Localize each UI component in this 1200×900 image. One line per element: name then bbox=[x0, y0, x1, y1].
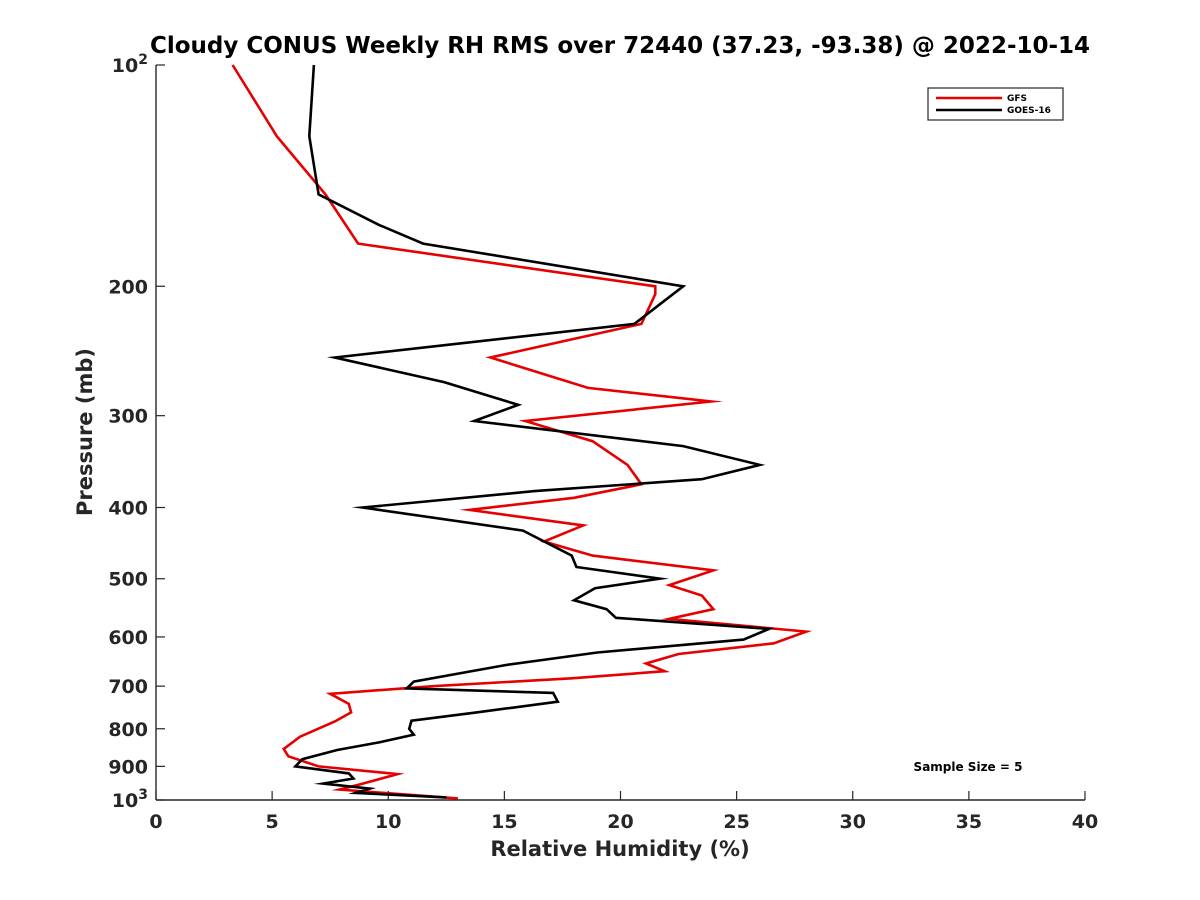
y-ticks: 102 200 300 400 500 600 700 800 900 103 bbox=[108, 52, 165, 812]
legend: GFS GOES-16 bbox=[927, 87, 1064, 121]
legend-box bbox=[927, 87, 1064, 121]
x-ticks: 0 5 10 15 20 25 30 35 40 bbox=[149, 791, 1098, 833]
y-tick-label: 300 bbox=[108, 406, 148, 428]
y-tick-label: 103 bbox=[112, 787, 148, 812]
legend-label: GOES-16 bbox=[1007, 106, 1051, 116]
plot-area: 0 5 10 15 20 25 30 35 40 102 200 300 400 500 600 700 80… bbox=[108, 52, 1098, 833]
legend-label: GFS bbox=[1007, 94, 1027, 104]
y-tick-label: 200 bbox=[108, 276, 148, 298]
series-line-gfs bbox=[231, 64, 813, 800]
x-tick-label: 10 bbox=[375, 811, 401, 833]
x-tick-label: 25 bbox=[723, 811, 749, 833]
x-tick-label: 40 bbox=[1072, 811, 1098, 833]
y-tick-label: 500 bbox=[108, 569, 148, 591]
y-tick-label: 700 bbox=[108, 676, 148, 698]
x-tick-label: 35 bbox=[956, 811, 982, 833]
series-layer bbox=[231, 64, 813, 800]
y-axis-label: Pressure (mb) bbox=[73, 348, 97, 516]
y-tick-label: 400 bbox=[108, 498, 148, 520]
x-axis-label: Relative Humidity (%) bbox=[490, 837, 749, 861]
series-line-goes-16 bbox=[292, 64, 775, 799]
y-tick-label: 600 bbox=[108, 627, 148, 649]
y-tick-label: 102 bbox=[112, 52, 148, 77]
x-tick-label: 5 bbox=[266, 811, 279, 833]
x-tick-label: 15 bbox=[491, 811, 517, 833]
x-tick-label: 0 bbox=[149, 811, 162, 833]
x-tick-label: 20 bbox=[607, 811, 633, 833]
chart-title: Cloudy CONUS Weekly RH RMS over 72440 (3… bbox=[150, 33, 1090, 59]
sample-size-annotation: Sample Size = 5 bbox=[914, 760, 1023, 774]
y-tick-label: 800 bbox=[108, 719, 148, 741]
y-tick-label: 900 bbox=[108, 756, 148, 778]
x-tick-label: 30 bbox=[840, 811, 866, 833]
